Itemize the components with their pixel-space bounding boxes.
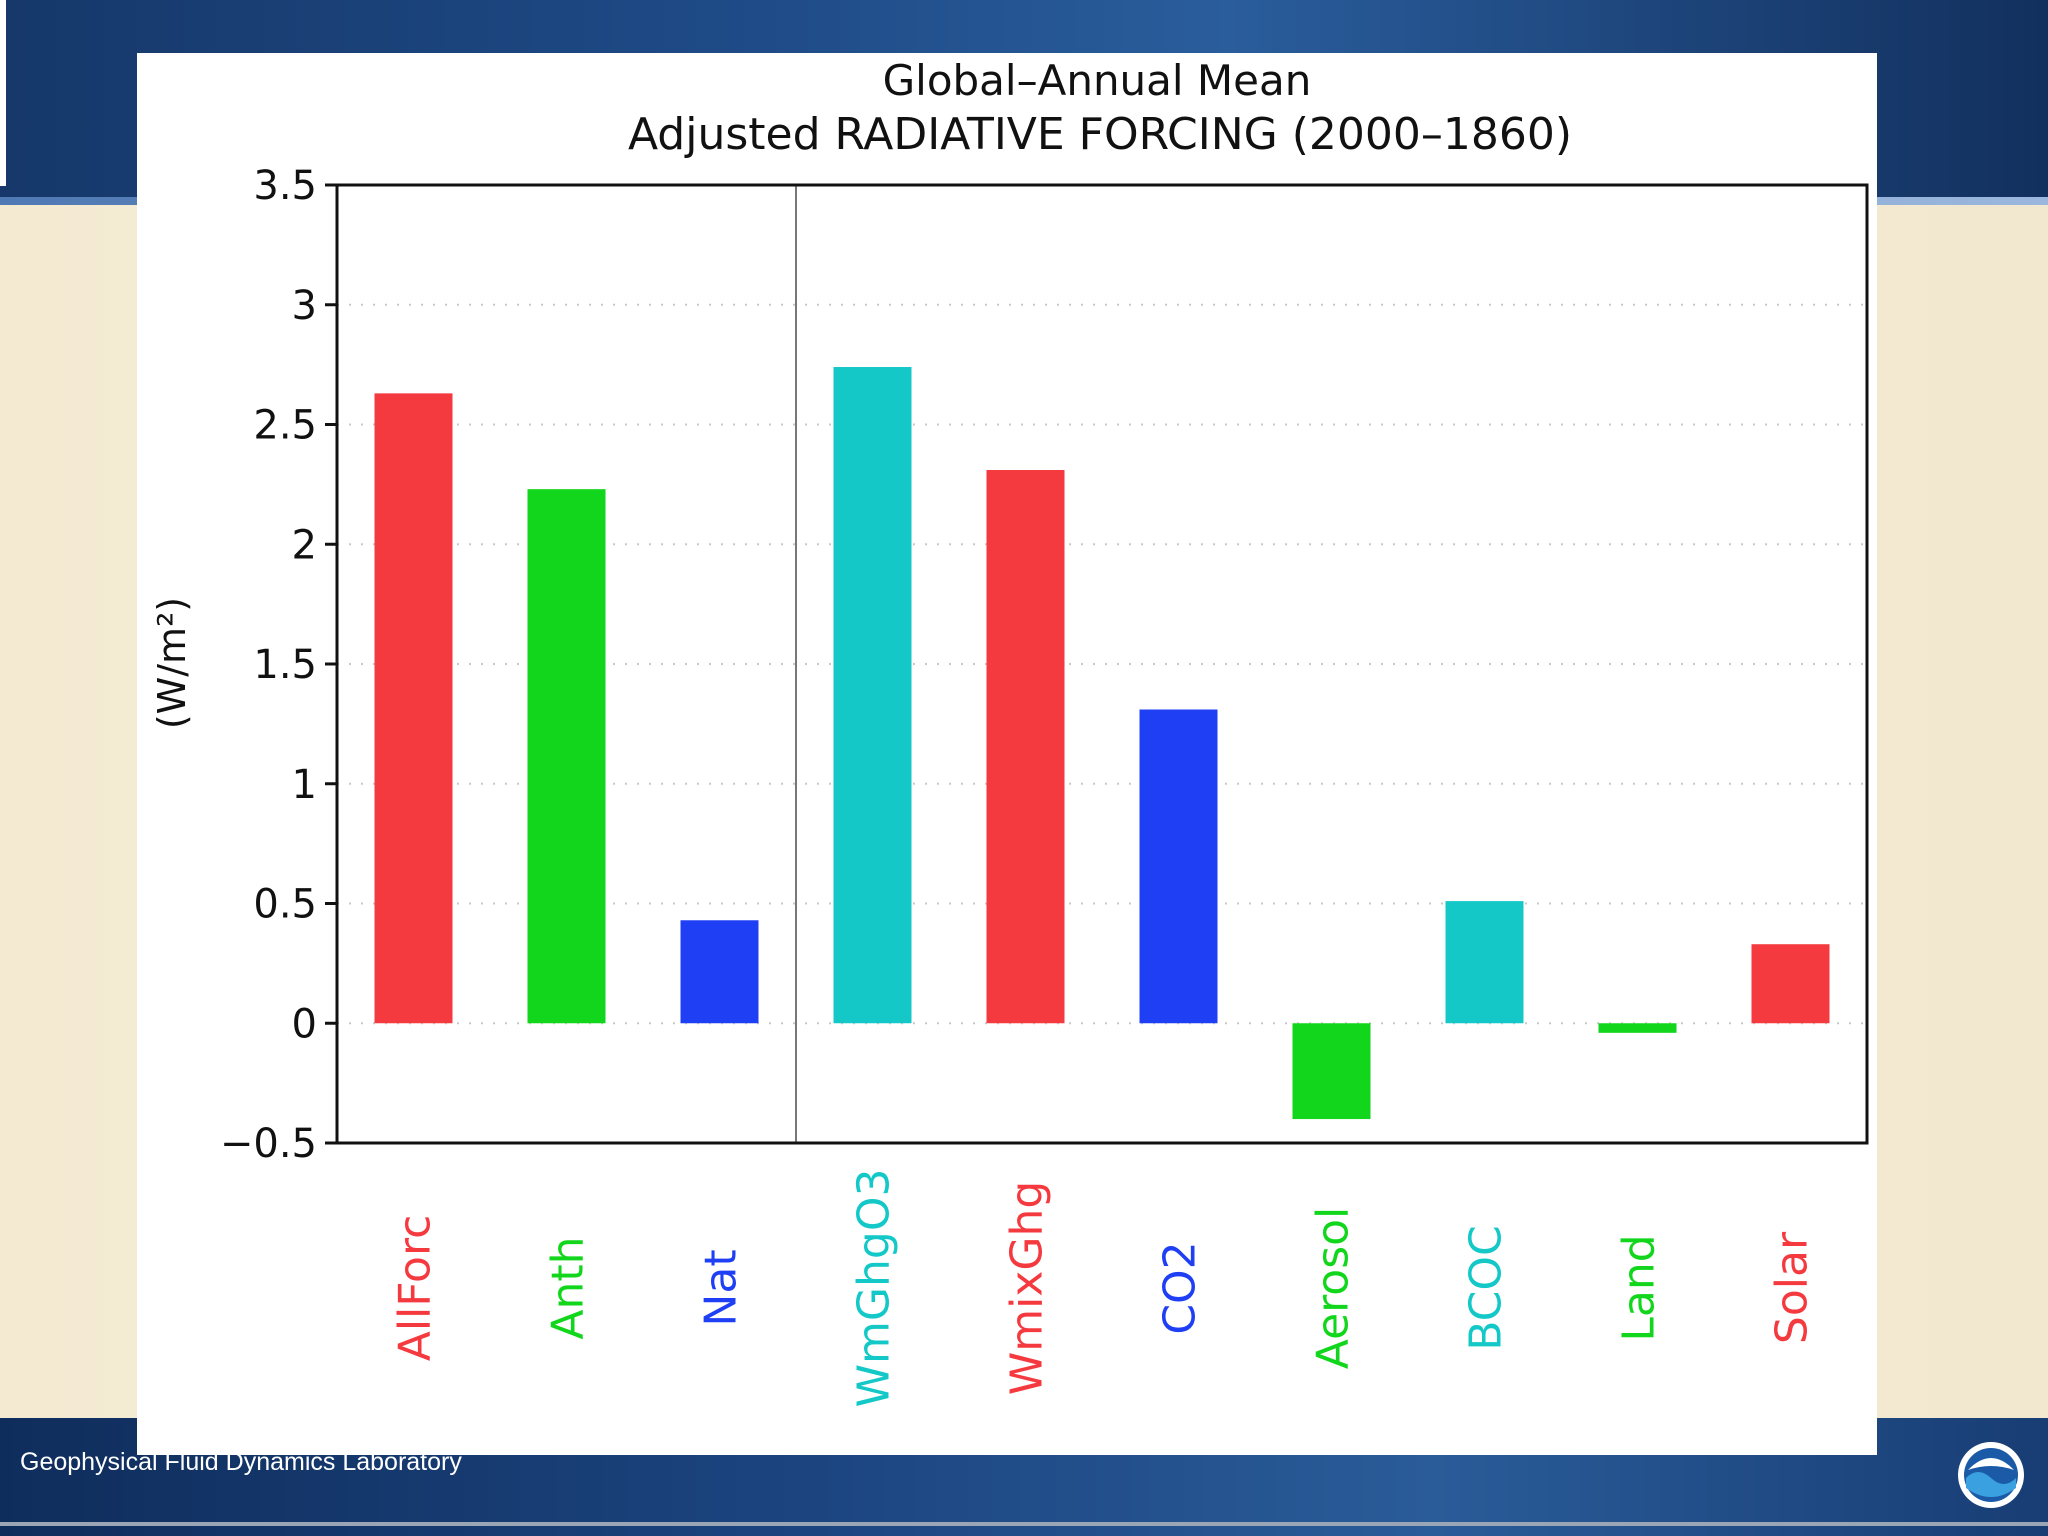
y-tick-label: −0.5 (220, 1121, 317, 1167)
y-axis-label: (W/m²) (150, 597, 194, 729)
header-edge (0, 0, 6, 186)
bar-solar (1751, 944, 1830, 1024)
noaa-logo-icon (1958, 1442, 2024, 1508)
x-tick-label: AllForc (390, 1215, 441, 1362)
bar-wmghgo3 (833, 367, 912, 1024)
radiative-forcing-chart: Global–Annual Mean Adjusted RADIATIVE FO… (150, 56, 1869, 1408)
bar-wmixghg (986, 470, 1065, 1024)
bar-co2 (1139, 709, 1218, 1024)
bar-nat (680, 920, 759, 1024)
x-tick-label: CO2 (1155, 1241, 1206, 1334)
x-axis-labels: AllForc Anth Nat WmGhgO3 WmixGhg CO2 Aerosol BC… (390, 1169, 1818, 1408)
y-tick-label: 2.5 (253, 403, 317, 449)
bar-allforc (374, 393, 453, 1024)
footer-line (0, 1522, 2048, 1526)
bars (374, 185, 1830, 1143)
bar-aerosol (1292, 1023, 1371, 1120)
bar-bcoc (1445, 901, 1524, 1024)
y-tick-label: 3.5 (253, 163, 317, 209)
chart-subtitle: Adjusted RADIATIVE FORCING (2000–1860) (628, 109, 1572, 160)
x-tick-label: Land (1614, 1234, 1665, 1341)
bar-land (1598, 1023, 1677, 1033)
x-tick-label: BCOC (1461, 1225, 1512, 1351)
chart-panel: Global–Annual Mean Adjusted RADIATIVE FO… (137, 53, 1877, 1455)
y-tick-label: 3 (292, 283, 317, 329)
y-tick-label: 1 (292, 762, 317, 808)
x-tick-label: Aerosol (1308, 1207, 1359, 1370)
bar-anth (527, 489, 606, 1024)
y-tick-label: 2 (292, 522, 317, 568)
x-tick-label: WmGhgO3 (849, 1169, 900, 1408)
x-tick-label: Anth (543, 1236, 594, 1339)
x-tick-label: Nat (696, 1249, 747, 1326)
chart-title: Global–Annual Mean (883, 56, 1312, 105)
y-axis-ticks: −0.5 0 0.5 1 1.5 2 2.5 3 3.5 (220, 163, 337, 1167)
x-tick-label: Solar (1767, 1231, 1818, 1344)
y-tick-label: 1.5 (253, 642, 317, 688)
y-tick-label: 0.5 (253, 882, 317, 928)
x-tick-label: WmixGhg (1002, 1181, 1053, 1396)
plot-frame (335, 183, 1869, 1145)
y-tick-label: 0 (292, 1001, 317, 1047)
